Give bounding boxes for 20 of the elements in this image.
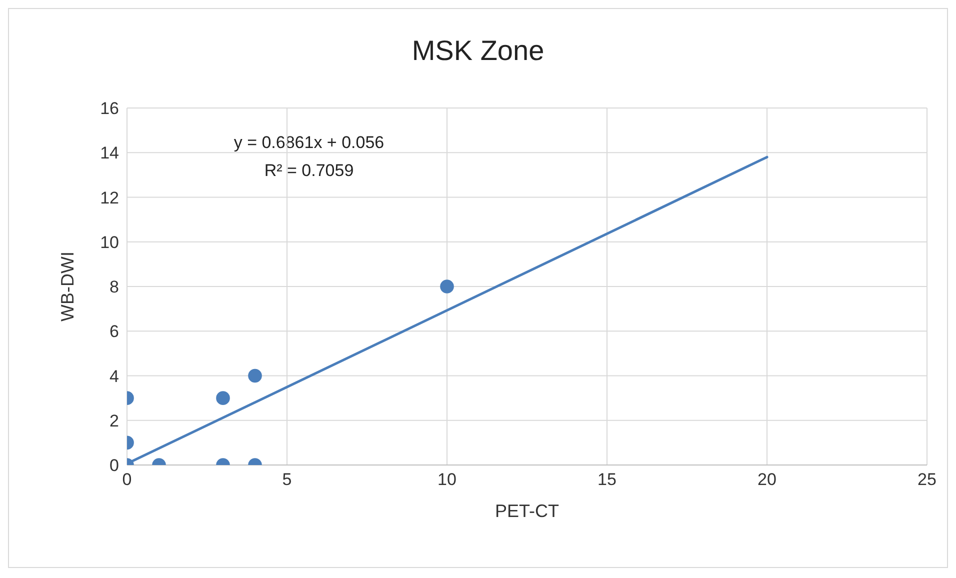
y-tick-label: 0	[110, 456, 119, 476]
x-tick-label: 15	[598, 470, 616, 490]
x-axis-title: PET-CT	[494, 501, 560, 521]
y-tick-label: 14	[100, 144, 119, 163]
y-tick-label: 8	[110, 278, 119, 297]
y-tick-label: 12	[100, 188, 119, 208]
y-tick-label: 2	[110, 411, 119, 430]
y-tick-label: 6	[110, 322, 119, 342]
y-tick-label: 16	[100, 99, 119, 118]
x-tick-label: 5	[282, 470, 292, 490]
x-tick-label: 25	[918, 470, 936, 490]
x-tick-label: 0	[122, 470, 132, 490]
y-tick-label: 4	[110, 366, 119, 386]
annotation: y = 0.6861x + 0.056	[232, 133, 386, 153]
annotation: R² = 0.7059	[263, 161, 355, 181]
chart-title: MSK Zone	[410, 35, 546, 67]
y-axis-title: WB-DWI	[57, 252, 78, 322]
x-tick-label: 20	[758, 470, 776, 490]
y-tick-label: 10	[100, 232, 119, 252]
x-tick-label: 10	[438, 470, 456, 490]
